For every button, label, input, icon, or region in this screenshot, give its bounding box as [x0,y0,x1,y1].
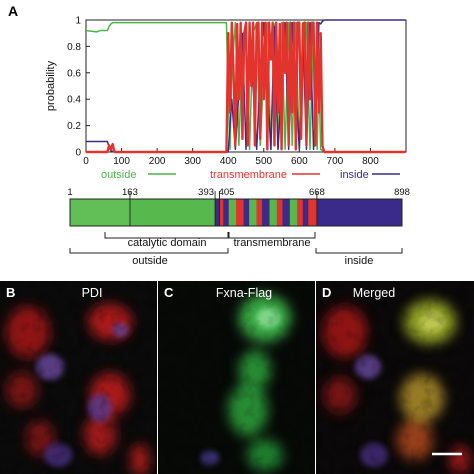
micrograph-merged [316,281,474,474]
bar-stripe-transmembrane [219,199,224,226]
y-tick-label: 0.2 [67,121,81,132]
bar-position-label: 668 [309,187,325,198]
bar-segments [70,191,402,226]
fxna-flag-label: Fxna-Flag [216,286,272,300]
domain-bar: 1 163 393 405 668 898 catalytic domain transm… [67,187,410,267]
x-tick-label: 600 [291,156,308,167]
bar-stripe-transmembrane [236,199,244,226]
bar-position-label: 1 [67,187,72,198]
panel-letter-d: D [322,285,331,300]
merged-label: Merged [353,286,395,300]
catalytic-bracket [104,232,230,239]
y-tick-label: 0.4 [67,95,81,106]
legend-label-inside: inside [340,169,369,181]
transmembrane-bracket [227,232,316,239]
micrograph-fxna-flag [158,281,315,474]
x-tick-label: 400 [220,156,237,167]
x-tick-label: 800 [362,156,379,167]
bar-position-label: 163 [122,187,138,198]
y-tick-label: 1 [75,16,81,27]
x-tick-label: 500 [255,156,272,167]
bar-segment-outside [129,199,216,226]
bar-stripe-inside [223,199,229,226]
bar-segment-inside [316,199,402,226]
panel-letter-a: A [8,3,18,19]
legend-label-outside: outside [101,169,136,181]
probability-chart: 0 0.2 0.4 0.6 0.8 1 0 100 200 300 400 500 600 700 800… [45,16,407,181]
bar-segment-inside [215,199,220,226]
inside-bracket [315,248,403,254]
bar-position-labels: 1 163 393 405 668 898 [67,187,410,198]
plot-frame [85,19,407,153]
panel-letter-c: C [164,285,174,300]
pdi-label: PDI [82,286,103,300]
bar-position-label: 405 [219,187,235,198]
y-axis: 0 0.2 0.4 0.6 0.8 1 [67,16,90,159]
transmembrane-label: transmembrane [233,237,310,249]
bar-stripe-inside [243,199,250,226]
bar-stripe-inside [262,199,270,226]
legend-label-transmembrane: transmembrane [210,169,287,181]
bar-stripe-outside [249,199,257,226]
x-tick-label: 200 [149,156,166,167]
y-axis-label: probability [45,60,57,111]
panel-letter-b: B [6,285,15,300]
x-tick-label: 100 [113,156,130,167]
series-layer [85,19,406,154]
outside-label: outside [132,255,167,267]
outside-bracket [69,248,229,254]
series-line-outside [85,21,406,153]
x-axis: 0 100 200 300 400 500 600 700 800 [83,148,379,167]
bar-stripe-inside [282,199,290,226]
series-line-transmembrane [86,21,406,154]
x-tick-label: 700 [327,156,344,167]
bar-position-label: 393 [198,187,214,198]
bar-stripe-transmembrane [256,199,263,226]
bar-position-label: 898 [394,187,410,198]
bar-stripe-transmembrane [308,199,317,226]
bar-stripe-transmembrane [276,199,283,226]
bar-stripe-transmembrane [297,199,303,226]
catalytic-label: catalytic domain [128,237,207,249]
bar-stripe-outside [228,199,237,226]
y-tick-label: 0.6 [67,68,81,79]
bar-stripe-inside [302,199,309,226]
y-tick-label: 0 [75,148,81,159]
x-tick-label: 300 [184,156,201,167]
x-tick-label: 0 [83,156,89,167]
micrograph-pdi [0,281,157,474]
legend: outside transmembrane inside [101,169,400,181]
bar-stripe-outside [289,199,298,226]
bar-segment-outside_light [70,199,130,226]
inside-label: inside [345,255,374,267]
y-tick-label: 0.8 [67,42,81,53]
bar-stripe-outside [269,199,277,226]
bar-outline [69,198,403,227]
